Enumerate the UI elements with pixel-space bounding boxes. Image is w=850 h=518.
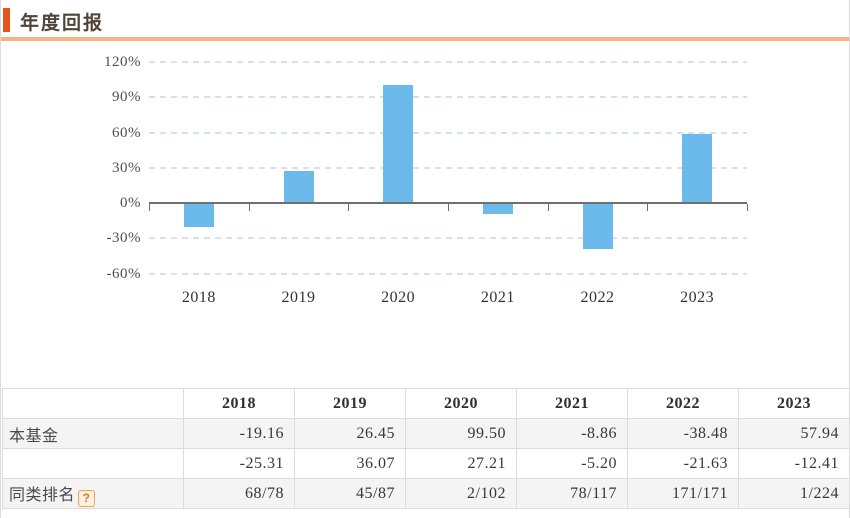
title-accent-bar: [3, 8, 10, 32]
table-row: 本基金 -19.16 26.45 99.50 -8.86 -38.48 57.94: [2, 418, 849, 449]
value-cell: 45/87: [294, 478, 406, 509]
gridline-30%: [149, 166, 747, 169]
y-axis-label: 30%: [112, 159, 141, 176]
x-axis-tick: [248, 204, 250, 211]
header-cell-year: 2021: [516, 388, 628, 419]
help-question-icon[interactable]: ?: [78, 489, 96, 507]
x-axis-tick: [149, 204, 150, 211]
value-cell: -19.16: [183, 418, 295, 449]
header-cell-label: [2, 388, 184, 419]
x-axis-label-2020: 2020: [381, 289, 416, 306]
gridline-120%: [149, 61, 747, 63]
value-cell: 171/171: [627, 478, 739, 509]
value-cell: -21.63: [627, 448, 739, 479]
value-cell: 99.50: [405, 418, 517, 449]
value-cell: 2/102: [405, 478, 517, 509]
title-underline: [1, 37, 849, 41]
x-axis-tick: [448, 204, 449, 211]
row-label: [2, 448, 184, 479]
bar-2022: [582, 204, 613, 250]
bar-2018: [183, 204, 214, 227]
x-axis-label-2019: 2019: [281, 289, 316, 306]
bar-2019: [283, 170, 314, 202]
bar-2023: [682, 133, 713, 202]
y-axis-label: 60%: [112, 124, 141, 141]
gridline--60%: [149, 272, 747, 275]
gridline-60%: [149, 131, 747, 134]
y-axis-label: 0%: [120, 195, 141, 211]
gridline-90%: [149, 96, 747, 99]
value-cell: -8.86: [516, 418, 628, 449]
x-axis-label-2022: 2022: [580, 289, 615, 306]
value-cell: -5.20: [516, 448, 628, 479]
value-cell: 27.21: [405, 448, 517, 479]
y-axis-label: 90%: [112, 89, 141, 106]
x-axis-label-2021: 2021: [480, 289, 515, 306]
header-cell-year: 2019: [294, 388, 406, 419]
y-axis-label: -60%: [106, 265, 141, 282]
header-cell-year: 2022: [627, 388, 739, 419]
header-cell-year: 2020: [405, 388, 517, 419]
table-row: 同类排名? 68/78 45/87 2/102 78/117 171/171 1/224: [2, 478, 849, 509]
table-header-row: 2018 2019 2020 2021 2022 2023: [2, 388, 849, 419]
x-axis-label-2023: 2023: [680, 289, 715, 306]
returns-table: 2018 2019 2020 2021 2022 2023 本基金 -19.16 26.45 99…: [2, 388, 849, 509]
y-axis-label: -30%: [106, 230, 141, 247]
x-axis-label-2018: 2018: [181, 289, 216, 306]
row-label: 同类排名?: [2, 478, 184, 509]
x-axis-tick: [747, 204, 748, 211]
value-cell: 1/224: [738, 478, 849, 509]
value-cell: 57.94: [738, 418, 849, 449]
x-axis-tick: [348, 204, 350, 211]
x-axis-line: [149, 202, 747, 204]
row-label: 本基金: [2, 418, 184, 449]
x-axis-tick: [647, 204, 649, 211]
value-cell: -12.41: [738, 448, 849, 479]
bar-2020: [383, 85, 414, 202]
value-cell: 78/117: [516, 478, 628, 509]
value-cell: 68/78: [183, 478, 295, 509]
value-cell: -38.48: [627, 418, 739, 449]
section-title: 年度回报: [20, 13, 105, 34]
value-cell: 26.45: [294, 418, 406, 449]
header-cell-year: 2023: [738, 388, 849, 419]
table-row: -25.31 36.07 27.21 -5.20 -21.63 -12.41: [2, 448, 849, 479]
header-cell-year: 2018: [183, 388, 295, 419]
value-cell: -25.31: [183, 448, 295, 479]
x-axis-tick: [547, 204, 549, 211]
bar-2021: [482, 204, 513, 215]
gridline--30%: [149, 237, 747, 240]
value-cell: 36.07: [294, 448, 406, 479]
y-axis-label: 120%: [104, 54, 141, 70]
